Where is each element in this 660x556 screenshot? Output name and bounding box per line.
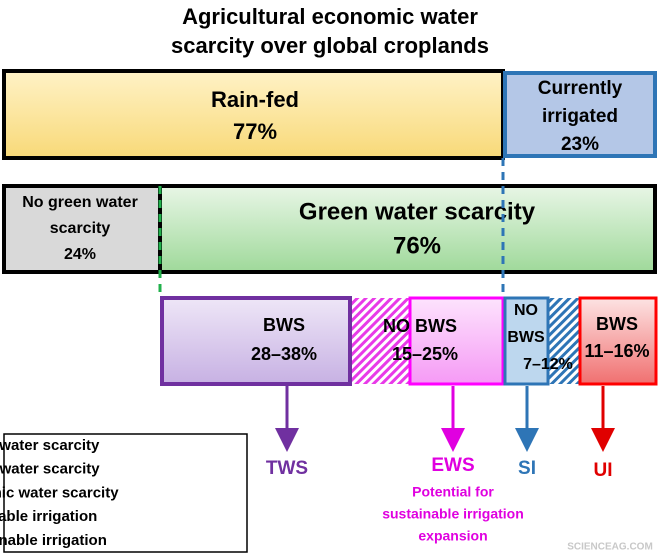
legend-text: Unsustainable irrigation <box>0 532 107 549</box>
label: scarcity <box>50 220 111 237</box>
legend-item: BWS:Blue water scarcity <box>0 437 100 454</box>
label: 28–38% <box>251 344 317 364</box>
bws-rainfed-box <box>160 296 352 386</box>
legend-text: Total water scarcity <box>0 461 100 478</box>
label: BWS <box>596 314 638 334</box>
label: 24% <box>64 246 96 263</box>
note: Potential for <box>412 484 494 500</box>
label: 77% <box>233 119 277 144</box>
hatch <box>548 298 580 384</box>
label: 15–25% <box>392 344 458 364</box>
watermark: SCIENCEAG.COM <box>567 542 653 553</box>
hatch <box>350 298 410 384</box>
bws-irrigated-box <box>578 296 658 386</box>
label: No green water <box>22 194 138 211</box>
label: NO <box>514 302 538 319</box>
label: NO BWS <box>383 316 457 336</box>
label: 7–12% <box>523 356 573 373</box>
label: Green water scarcity <box>299 198 536 225</box>
label: BWS <box>263 315 305 335</box>
label: 23% <box>561 134 599 155</box>
note: expansion <box>418 528 487 544</box>
label: BWS <box>507 329 545 346</box>
rainfed-box <box>2 69 505 160</box>
outcome: SI <box>518 458 536 479</box>
no-bws-irrigated-box <box>503 296 550 386</box>
green-box <box>158 184 657 274</box>
legend-item: UI:Unsustainable irrigation <box>0 532 107 549</box>
legend-item: SI:Sustainable irrigation <box>0 508 97 525</box>
legend-box <box>3 433 248 553</box>
outcome: EWS <box>431 455 474 476</box>
legend-text: Sustainable irrigation <box>0 508 97 525</box>
legend-text: Economic water scarcity <box>0 484 119 501</box>
outcome: UI <box>594 460 613 481</box>
no-bws-rainfed-box <box>408 296 505 386</box>
no-green-box <box>2 184 162 274</box>
irrigated-box <box>503 71 657 158</box>
legend-item: EWS:Economic water scarcity <box>0 484 119 501</box>
label: irrigated <box>542 106 618 127</box>
legend-text: Blue water scarcity <box>0 437 100 454</box>
outcome: TWS <box>266 458 308 479</box>
label: Rain-fed <box>211 87 299 112</box>
label: 76% <box>393 232 441 259</box>
title: scarcity over global croplands <box>171 33 489 58</box>
title: Agricultural economic water <box>182 4 478 29</box>
label: 11–16% <box>584 341 649 361</box>
note: sustainable irrigation <box>382 506 524 522</box>
label: Currently <box>538 78 623 99</box>
legend-item: TWS:Total water scarcity <box>0 461 100 478</box>
